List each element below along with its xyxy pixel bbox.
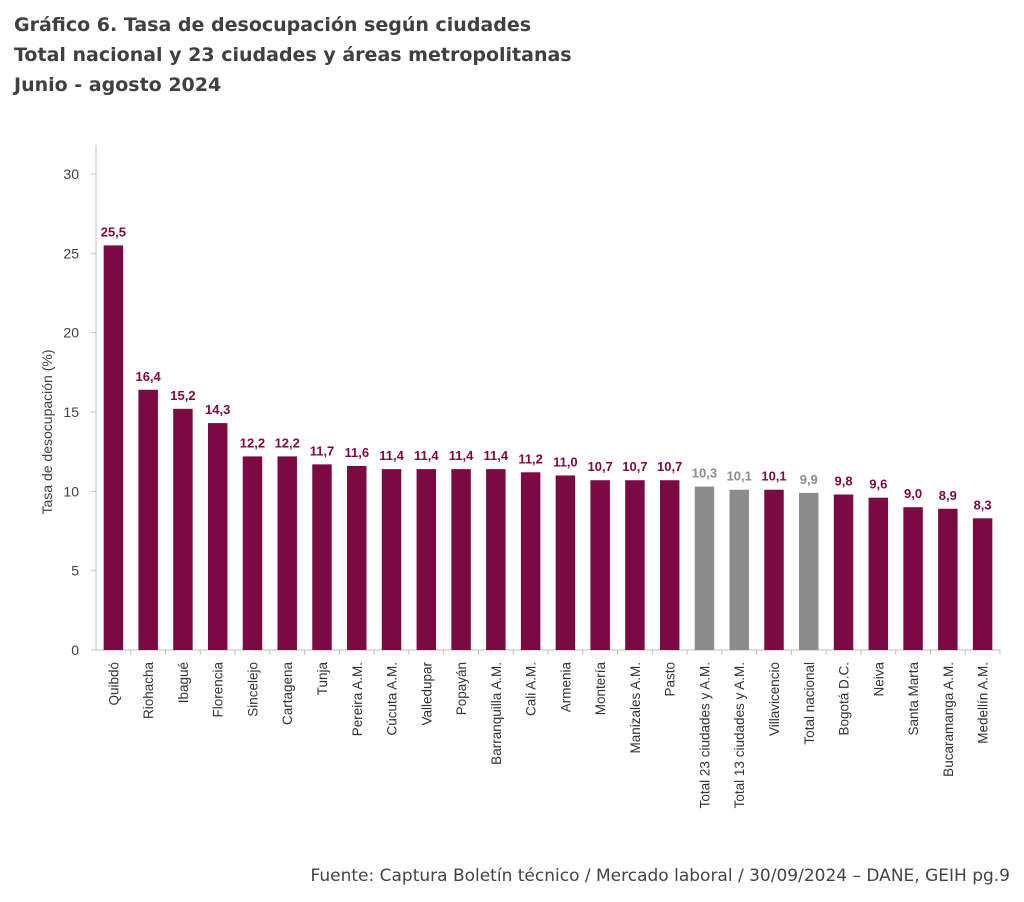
bar — [277, 456, 297, 650]
bar — [938, 508, 958, 650]
x-tick-label: Quibdó — [106, 662, 121, 706]
data-label: 11,6 — [344, 445, 369, 460]
x-tick-label: Medellín A.M. — [976, 662, 991, 744]
data-label: 11,4 — [379, 448, 404, 463]
data-label: 10,1 — [761, 469, 786, 484]
x-tick-label: Total 23 ciudades y A.M. — [697, 662, 712, 808]
bar — [242, 456, 263, 650]
data-label: 11,2 — [518, 451, 543, 466]
data-label: 9,9 — [800, 472, 818, 487]
bar — [625, 480, 645, 650]
bar — [659, 480, 680, 650]
data-label: 8,3 — [974, 497, 992, 512]
x-tick-label: Riohacha — [141, 662, 156, 720]
bar — [694, 486, 715, 650]
data-label: 11,0 — [553, 454, 578, 469]
bar — [972, 518, 993, 650]
bar — [103, 245, 124, 650]
bar — [347, 465, 367, 650]
bar — [486, 469, 506, 650]
x-tick-label: Sincelejo — [245, 662, 260, 717]
data-label: 10,3 — [692, 466, 717, 481]
bar — [312, 464, 332, 650]
bar — [764, 489, 784, 650]
x-tick-label: Tunja — [315, 662, 330, 696]
bar — [207, 423, 228, 650]
bar — [520, 472, 541, 650]
title-line-1: Gráfico 6. Tasa de desocupación según ci… — [14, 14, 532, 36]
x-tick-label: Total nacional — [802, 662, 817, 745]
x-tick-label: Bucaramanga A.M. — [941, 662, 956, 777]
bar — [729, 489, 749, 650]
x-tick-label: Valledupar — [419, 661, 434, 725]
data-label: 9,8 — [834, 474, 852, 489]
data-label: 10,1 — [727, 469, 752, 484]
data-label: 11,4 — [484, 448, 509, 463]
x-tick-label: Ibagué — [176, 662, 191, 703]
y-axis-title: Tasa de desocupación (%) — [39, 350, 55, 515]
bar — [173, 408, 193, 650]
title-line-3: Junio - agosto 2024 — [14, 74, 222, 96]
bar — [590, 480, 610, 650]
bar — [381, 469, 402, 650]
data-label: 10,7 — [587, 459, 612, 474]
y-tick-label: 25 — [63, 245, 79, 261]
data-label: 14,3 — [205, 402, 230, 417]
data-label: 11,4 — [449, 448, 474, 463]
data-label: 11,4 — [414, 448, 439, 463]
bar — [138, 389, 158, 650]
bar — [451, 469, 471, 650]
data-label: 12,2 — [275, 435, 300, 450]
data-label: 9,6 — [869, 477, 887, 492]
bar — [833, 494, 854, 650]
y-tick-label: 5 — [71, 563, 79, 579]
x-tick-label: Santa Marta — [906, 662, 921, 736]
data-label: 12,2 — [240, 435, 265, 450]
y-tick-label: 0 — [71, 642, 79, 658]
y-tick-label: 10 — [63, 483, 79, 499]
source-note: Fuente: Captura Boletín técnico / Mercad… — [310, 866, 1011, 886]
y-tick-label: 30 — [63, 166, 79, 182]
title-line-2: Total nacional y 23 ciudades y áreas met… — [14, 44, 572, 66]
y-tick-label: 20 — [63, 325, 79, 341]
x-tick-label: Montería — [593, 662, 608, 716]
bar — [555, 475, 576, 650]
data-label: 25,5 — [101, 224, 126, 239]
data-label: 9,0 — [904, 486, 922, 501]
bar — [799, 492, 819, 650]
x-tick-label: Manizales A.M. — [628, 662, 643, 754]
bar — [903, 507, 923, 650]
chart-title: Gráfico 6. Tasa de desocupación según ci… — [14, 10, 572, 100]
bar — [416, 469, 437, 650]
data-label: 10,7 — [657, 459, 682, 474]
x-tick-label: Cúcuta A.M. — [385, 662, 400, 736]
x-tick-label: Neiva — [871, 662, 886, 697]
x-tick-label: Villavicencio — [767, 662, 782, 736]
x-tick-label: Armenia — [558, 662, 573, 713]
x-tick-label: Pasto — [663, 662, 678, 697]
x-tick-label: Cali A.M. — [524, 662, 539, 716]
data-label: 10,7 — [622, 459, 647, 474]
x-tick-label: Pereira A.M. — [350, 662, 365, 736]
data-label: 15,2 — [170, 388, 195, 403]
x-tick-label: Bogotá D.C. — [837, 662, 852, 736]
x-tick-label: Barranquilla A.M. — [489, 662, 504, 765]
x-tick-label: Total 13 ciudades y A.M. — [732, 662, 747, 808]
x-tick-label: Cartagena — [280, 662, 295, 726]
data-label: 8,9 — [939, 488, 957, 503]
x-tick-label: Florencia — [211, 662, 226, 718]
bar — [868, 497, 889, 650]
data-label: 11,7 — [310, 443, 335, 458]
x-tick-label: Popayán — [454, 662, 469, 715]
data-label: 16,4 — [135, 369, 161, 384]
y-tick-label: 15 — [63, 404, 79, 420]
